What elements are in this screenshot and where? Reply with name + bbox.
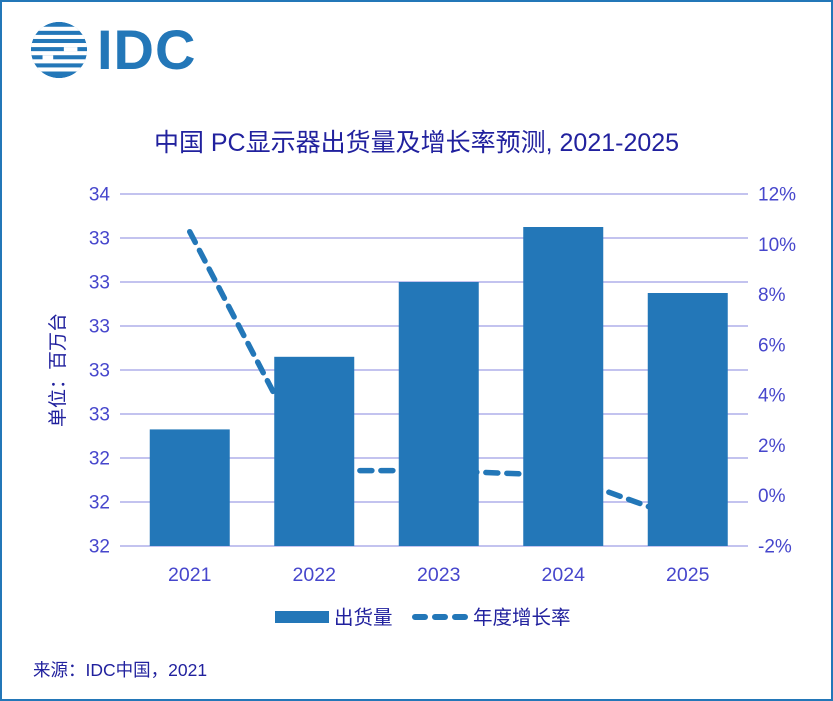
- bar-2023: [398, 282, 479, 546]
- left-axis-title: 单位：百万台: [47, 313, 69, 427]
- idc-logo: IDC: [28, 19, 196, 81]
- legend-line-label: 年度增长率: [473, 607, 571, 629]
- right-axis-tick: 12%: [758, 185, 796, 206]
- right-axis-tick: 6%: [758, 335, 786, 356]
- left-axis-tick: 32: [89, 537, 110, 558]
- x-axis-tick-2023: 2023: [417, 564, 460, 586]
- right-axis-tick: 0%: [758, 486, 786, 507]
- x-axis-tick-2025: 2025: [666, 564, 710, 586]
- idc-globe-icon: [30, 21, 88, 79]
- right-axis-tick: 2%: [758, 436, 786, 457]
- right-axis-tick: 10%: [758, 235, 796, 256]
- right-axis-tick: 4%: [758, 386, 786, 407]
- growth-rate-line: [187, 228, 691, 524]
- legend-bar-swatch: [275, 611, 329, 623]
- left-axis-tick: 34: [89, 185, 111, 206]
- left-axis-tick: 33: [89, 229, 110, 250]
- bar-2025: [647, 293, 728, 546]
- legend-bar-label: 出货量: [334, 607, 393, 629]
- left-axis-tick: 33: [89, 405, 110, 426]
- bar-2024: [523, 227, 604, 546]
- left-axis-tick: 33: [89, 273, 110, 294]
- bar-2021: [149, 429, 230, 546]
- left-axis-tick: 33: [89, 317, 110, 338]
- bar-2022: [274, 356, 355, 546]
- left-axis-tick: 32: [89, 449, 110, 470]
- left-axis-tick: 33: [89, 361, 110, 382]
- idc-logo-text: IDC: [97, 18, 197, 81]
- x-axis-tick-2022: 2022: [293, 564, 336, 586]
- left-axis-tick: 32: [89, 493, 110, 514]
- x-axis-tick-2024: 2024: [542, 564, 586, 586]
- chart-title: 中国 PC显示器出货量及增长率预测, 2021-2025: [153, 129, 680, 157]
- right-axis-tick: 8%: [758, 285, 786, 306]
- source-note: 来源：IDC中国，2021: [33, 660, 208, 680]
- right-axis-tick: -2%: [758, 537, 792, 558]
- x-axis-tick-2021: 2021: [168, 564, 211, 586]
